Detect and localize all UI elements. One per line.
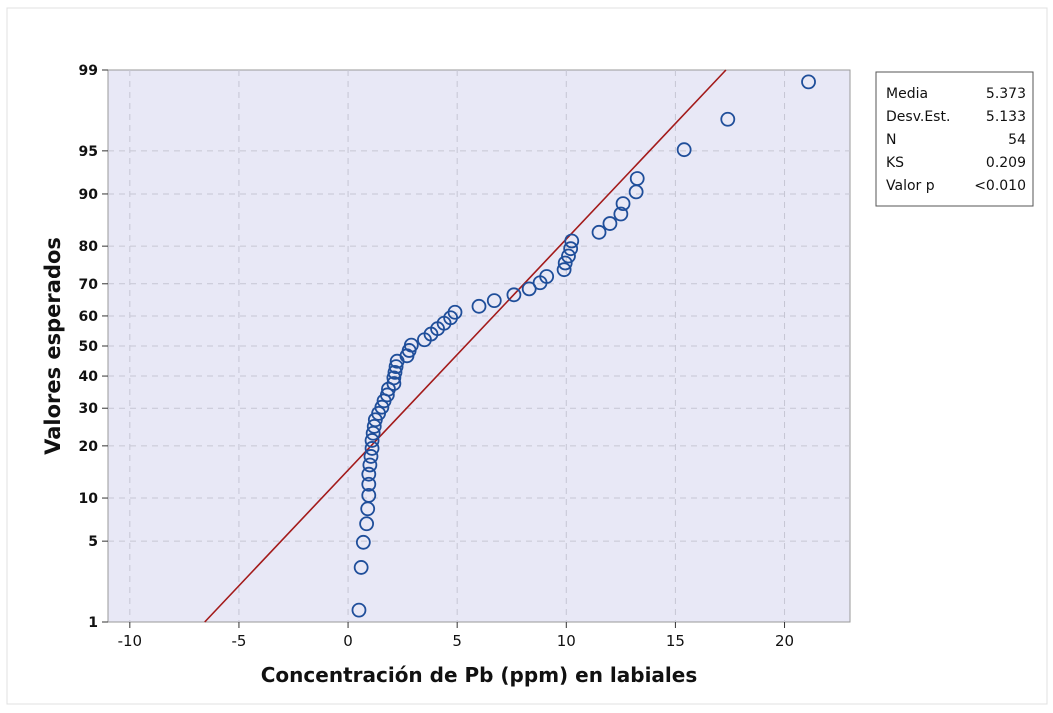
data-point <box>447 304 463 320</box>
data-point <box>364 433 380 448</box>
fit-line-segment <box>204 69 727 623</box>
y-tick-label: 1 <box>88 615 98 631</box>
data-point <box>374 399 390 415</box>
stat-label-desv: Desv.Est. <box>886 109 950 125</box>
y-tick-label: 20 <box>79 439 99 455</box>
data-point <box>353 560 369 575</box>
y-axis-label: Valores esperados <box>41 237 65 455</box>
x-axis-ticks: -10 -5 0 5 10 15 20 <box>118 622 794 650</box>
data-point <box>355 534 371 550</box>
data-point <box>387 364 403 380</box>
grid-lines <box>108 70 850 622</box>
data-point <box>521 281 537 297</box>
data-point <box>361 476 377 492</box>
y-tick-label: 95 <box>79 144 98 160</box>
data-point <box>602 216 618 231</box>
x-tick-label: -5 <box>231 632 246 650</box>
data-point <box>386 370 402 386</box>
data-point <box>591 224 607 240</box>
data-point <box>361 487 377 503</box>
y-tick-label: 80 <box>79 239 99 255</box>
data-point <box>539 269 555 284</box>
x-tick-label: 15 <box>666 632 685 650</box>
y-tick-label: 60 <box>79 309 99 325</box>
data-point <box>557 255 573 271</box>
stat-label-media: Media <box>886 86 928 102</box>
data-point <box>386 376 402 391</box>
data-point <box>362 457 378 473</box>
data-point <box>403 337 419 353</box>
fit-line <box>204 69 727 623</box>
y-tick-label: 40 <box>79 369 99 385</box>
data-point <box>720 111 736 127</box>
data-point <box>556 262 572 278</box>
y-tick-label: 50 <box>79 339 99 355</box>
x-tick-label: 0 <box>343 632 353 650</box>
stat-value-ks: 0.209 <box>986 155 1026 171</box>
data-point <box>361 466 377 482</box>
y-tick-label: 5 <box>88 534 98 550</box>
stat-label-ks: KS <box>886 155 904 171</box>
data-point <box>351 602 367 618</box>
data-point <box>676 142 692 158</box>
data-point <box>388 359 404 375</box>
y-tick-label: 90 <box>79 187 99 203</box>
y-tick-label: 30 <box>79 401 99 417</box>
x-tick-label: 10 <box>557 632 576 650</box>
stat-value-n: 54 <box>1008 132 1026 148</box>
stat-value-media: 5.373 <box>986 86 1026 102</box>
stats-legend-box: Media 5.373 Desv.Est. 5.133 N 54 KS 0.20… <box>875 71 1034 207</box>
data-point <box>379 387 395 403</box>
data-point <box>364 441 380 456</box>
x-tick-label: 20 <box>775 632 794 650</box>
y-tick-label: 70 <box>79 277 99 293</box>
data-point <box>506 287 522 303</box>
data-point <box>366 418 382 434</box>
data-points <box>351 74 816 618</box>
data-point <box>561 248 576 264</box>
stat-label-valor-p: Valor p <box>886 178 935 194</box>
y-axis-ticks: 1 5 10 20 30 40 50 60 70 80 90 95 99 <box>79 63 108 631</box>
data-point <box>563 241 579 257</box>
stat-value-valor-p: <0.010 <box>974 178 1026 194</box>
x-tick-label: 5 <box>452 632 462 650</box>
data-point <box>801 74 816 90</box>
y-tick-label: 99 <box>79 63 98 79</box>
x-axis-label: Concentración de Pb (ppm) en labiales <box>261 663 698 687</box>
data-point <box>629 171 645 186</box>
data-point <box>359 516 375 532</box>
data-point <box>615 196 631 211</box>
y-tick-label: 10 <box>79 491 99 507</box>
data-point <box>613 206 629 222</box>
data-point <box>486 293 502 309</box>
data-point <box>471 298 487 314</box>
data-point <box>564 233 580 249</box>
stat-value-desv: 5.133 <box>986 109 1026 125</box>
data-point <box>363 449 379 464</box>
stat-label-n: N <box>886 132 896 148</box>
x-tick-label: -10 <box>118 632 143 650</box>
